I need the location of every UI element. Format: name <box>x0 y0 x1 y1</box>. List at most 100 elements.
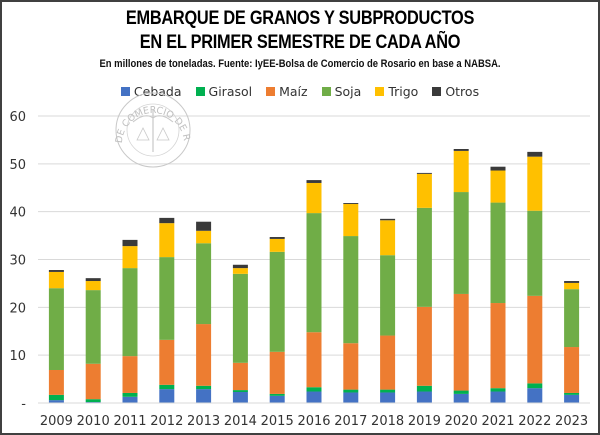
bar-segment-cebada-2011 <box>122 396 138 403</box>
bar-segment-maiz-2015 <box>269 351 285 394</box>
bar-segment-girasol-2012 <box>159 384 175 390</box>
bar-segment-soja-2012 <box>159 257 175 340</box>
bar-segment-trigo-2023 <box>564 282 580 290</box>
watermark-scales <box>136 127 170 141</box>
bar-segment-soja-2018 <box>380 255 396 336</box>
legend-label: Maíz <box>279 84 308 99</box>
bar-segment-soja-2017 <box>343 236 359 344</box>
bar-segment-soja-2016 <box>306 213 322 333</box>
bar-segment-girasol-2010 <box>85 399 101 403</box>
bar-segment-otros-2020 <box>453 149 469 151</box>
bar-segment-soja-2023 <box>564 289 580 348</box>
bar-segment-soja-2020 <box>453 192 469 294</box>
bar-segment-trigo-2018 <box>380 220 396 256</box>
bar-segment-cebada-2012 <box>159 389 175 403</box>
chart-title-line2: EN EL PRIMER SEMESTRE DE CADA AÑO <box>139 32 461 53</box>
bar-segment-girasol-2015 <box>269 393 285 396</box>
bar-segment-trigo-2020 <box>453 150 469 193</box>
legend-item: Soja <box>321 84 362 99</box>
bar-segment-trigo-2009 <box>48 271 64 289</box>
bar-segment-otros-2013 <box>196 221 212 231</box>
bar-segment-trigo-2017 <box>343 204 359 237</box>
bar-segment-otros-2009 <box>48 270 64 272</box>
legend-swatch <box>432 87 442 96</box>
bar-segment-maiz-2021 <box>490 303 506 389</box>
bar-segment-soja-2009 <box>48 288 64 370</box>
legend: Cebada Girasol Maíz Soja Trigo Otros <box>0 84 600 99</box>
bar-segment-girasol-2011 <box>122 392 138 397</box>
bar-segment-trigo-2021 <box>490 170 506 203</box>
legend-item: Girasol <box>195 84 252 99</box>
bar-segment-maiz-2014 <box>232 362 248 391</box>
chart-subtitle: En millones de toneladas. Fuente: IyEE-B… <box>99 58 501 70</box>
bar-segment-cebada-2017 <box>343 392 359 403</box>
x-tick-label: 2012 <box>150 414 183 429</box>
bar-segment-trigo-2016 <box>306 182 322 214</box>
bar-segment-girasol-2009 <box>48 394 64 401</box>
bar-segment-otros-2012 <box>159 217 175 224</box>
x-tick-label: 2017 <box>334 414 367 429</box>
bar-segment-otros-2018 <box>380 218 396 221</box>
x-tick-label: 2013 <box>187 414 220 429</box>
x-tick-label: 2020 <box>445 414 478 429</box>
bar-segment-otros-2021 <box>490 166 506 171</box>
legend-swatch <box>195 87 205 96</box>
bar-segment-girasol-2021 <box>490 388 506 392</box>
x-tick-label: 2023 <box>555 414 588 429</box>
x-tick-label: 2018 <box>371 414 404 429</box>
bar-segment-maiz-2013 <box>196 324 212 386</box>
y-tick-label: 40 <box>9 206 26 221</box>
bar-segment-maiz-2016 <box>306 332 322 388</box>
x-tick-label: 2016 <box>297 414 330 429</box>
bar-segment-girasol-2014 <box>232 390 248 392</box>
bar-segment-cebada-2020 <box>453 393 469 403</box>
x-tick-label: 2019 <box>408 414 441 429</box>
watermark-inner-ring <box>126 103 180 157</box>
bar-segment-cebada-2018 <box>380 392 396 403</box>
bar-segment-cebada-2016 <box>306 391 322 403</box>
bar-segment-girasol-2023 <box>564 392 580 395</box>
bar-segment-trigo-2010 <box>85 281 101 291</box>
bar-segment-cebada-2013 <box>196 389 212 403</box>
bar-segment-girasol-2018 <box>380 389 396 393</box>
bar-segment-otros-2016 <box>306 180 322 183</box>
bar-segment-otros-2010 <box>85 278 101 282</box>
watermark-text: BOLSA DE COMERCIO DE ROSARIO <box>0 0 192 144</box>
bar-segment-otros-2023 <box>564 281 580 283</box>
x-tick-label: 2011 <box>113 414 146 429</box>
watermark-seal-icon <box>115 92 191 168</box>
bar-segment-girasol-2013 <box>196 385 212 390</box>
bar-segment-trigo-2015 <box>269 238 285 252</box>
x-tick-label: 2009 <box>40 414 73 429</box>
bar-segment-cebada-2022 <box>527 388 543 403</box>
bar-segment-girasol-2017 <box>343 389 359 393</box>
x-tick-label: 2021 <box>481 414 514 429</box>
bar-segment-maiz-2023 <box>564 347 580 393</box>
bar-segment-otros-2015 <box>269 237 285 239</box>
bar-segment-soja-2015 <box>269 251 285 352</box>
legend-swatch <box>321 87 331 96</box>
bar-segment-cebada-2009 <box>48 400 64 403</box>
bar-segment-trigo-2012 <box>159 223 175 258</box>
legend-item: Otros <box>432 84 479 99</box>
bar-segment-soja-2021 <box>490 202 506 304</box>
bar-segment-otros-2022 <box>527 151 543 157</box>
bar-segment-otros-2019 <box>416 172 432 174</box>
legend-label: Otros <box>445 84 480 99</box>
x-tick-label: 2010 <box>77 414 110 429</box>
y-tick-label: 10 <box>9 349 26 364</box>
bar-segment-otros-2011 <box>122 239 138 247</box>
legend-label: Cebada <box>133 84 182 99</box>
bar-segment-trigo-2019 <box>416 173 432 208</box>
legend-label: Trigo <box>388 84 419 99</box>
legend-label: Soja <box>334 84 362 99</box>
legend-item: Maíz <box>266 84 308 99</box>
y-tick-label: 30 <box>9 254 26 269</box>
bar-segment-maiz-2022 <box>527 295 543 384</box>
bar-segment-maiz-2009 <box>48 369 64 395</box>
bar-segment-soja-2011 <box>122 268 138 357</box>
legend-item: Trigo <box>375 84 418 99</box>
x-tick-label: 2015 <box>261 414 294 429</box>
legend-item: Cebada <box>120 84 182 99</box>
